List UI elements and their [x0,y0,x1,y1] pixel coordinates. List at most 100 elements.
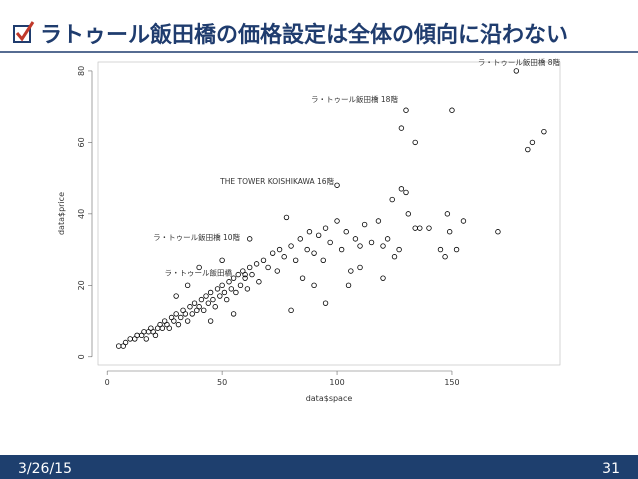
footer-date: 3/26/15 [18,461,72,477]
data-point [276,246,283,253]
data-point [338,246,345,253]
data-point [304,246,310,253]
data-point [437,246,444,253]
data-point [242,271,248,278]
data-point [412,225,418,231]
data-point [191,300,198,306]
data-point [525,146,531,153]
data-point [205,300,212,306]
data-point [196,264,202,271]
y-tick-label: 80 [77,66,86,76]
annotation: ラ・トゥール飯田橋 18階 [311,94,398,104]
data-point [322,300,329,306]
data-point [235,271,241,278]
y-tick-label: 40 [77,209,86,219]
data-point [460,218,467,224]
data-point [201,307,207,314]
x-tick-label: 50 [217,378,227,387]
data-point [127,336,133,342]
data-point [207,289,214,296]
data-point [244,286,251,292]
data-point [242,275,248,281]
y-tick-label: 60 [77,137,86,147]
annotation: ラ・トゥール飯田橋 8階 [478,57,561,67]
data-point [306,229,313,235]
x-tick-label: 150 [444,378,459,387]
data-point [380,243,386,249]
x-tick-label: 100 [329,378,344,387]
data-point [384,236,391,242]
data-point [343,229,349,235]
data-point [141,329,147,335]
data-point [247,236,253,242]
data-point [396,246,402,253]
data-point [230,311,237,317]
data-point [292,257,299,264]
data-point [412,139,418,146]
data-point [230,275,237,281]
data-point [334,182,340,188]
data-point [189,311,195,317]
data-point [256,279,262,285]
annotation: ラ・トゥール飯田橋 10階 [153,232,240,242]
plot: 0 50 100 150 0 20 40 60 80 data$space data$price ラ・… [57,57,560,403]
data-point [173,311,179,317]
data-point [143,336,149,342]
annotation: ラ・トゥール飯田橋 [165,268,233,278]
x-tick-label: 0 [105,378,110,387]
data-point [265,264,271,271]
data-point [453,246,460,253]
data-point [380,275,386,281]
data-point [495,229,501,235]
data-point [348,268,354,274]
slide-title: ラトゥール飯田橋の価格設定は全体の傾向に沿わない [40,22,568,48]
data-point [228,286,235,292]
y-axis-label: data$price [57,192,66,235]
data-point [398,186,405,192]
data-point [368,239,375,246]
data-point [391,254,398,260]
data-point [226,279,232,285]
page-number: 31 [602,461,620,477]
data-point [249,271,255,278]
data-point [171,318,177,324]
data-point [247,264,253,271]
y-tick-label: 20 [77,280,86,290]
data-point [152,332,159,339]
data-point [115,343,122,349]
data-point [352,236,359,242]
data-point [224,296,230,303]
data-point [375,218,382,224]
data-point [444,211,451,217]
data-point [426,225,432,231]
check-mark [15,21,35,42]
data-point [361,221,368,228]
data-point [529,139,536,146]
data-point [184,318,191,324]
data-point [178,314,184,321]
x-axis-label: data$space [306,394,353,403]
data-point [403,107,409,113]
data-point [311,250,317,256]
data-point [207,318,214,324]
data-point [541,128,547,135]
annotation: THE TOWER KOISHIKAWA 16階 [219,176,334,186]
data-point [288,307,294,314]
checkbox-icon [13,25,31,43]
data-point [237,282,244,289]
data-point [322,225,329,231]
data-point [187,304,193,310]
data-point [398,125,405,131]
data-point [196,304,202,310]
data-point [217,293,223,299]
data-point [214,286,221,292]
data-point [345,282,352,289]
data-point [446,229,453,235]
data-point [417,225,423,231]
data-point [159,325,166,331]
data-point [297,236,303,242]
plot-frame [97,61,561,366]
data-point [184,282,191,289]
data-point [182,311,189,317]
